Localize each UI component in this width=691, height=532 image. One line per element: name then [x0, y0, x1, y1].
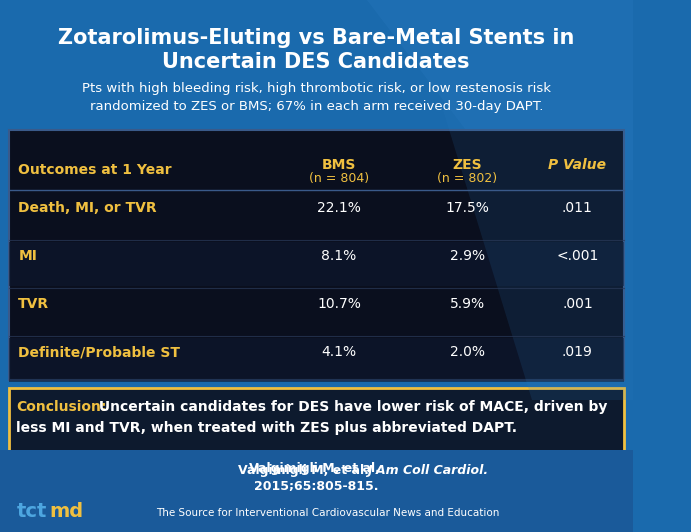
- Text: Zotarolimus-Eluting vs Bare-Metal Stents in: Zotarolimus-Eluting vs Bare-Metal Stents…: [58, 28, 574, 48]
- Text: (n = 802): (n = 802): [437, 172, 498, 185]
- Text: Uncertain DES Candidates: Uncertain DES Candidates: [162, 52, 470, 72]
- Text: BMS: BMS: [322, 158, 357, 172]
- Text: md: md: [50, 502, 84, 521]
- Text: <.001: <.001: [556, 249, 598, 263]
- Text: P Value: P Value: [549, 158, 607, 172]
- Text: 8.1%: 8.1%: [321, 249, 357, 263]
- Text: TVR: TVR: [19, 297, 50, 311]
- Text: less MI and TVR, when treated with ZES plus abbreviated DAPT.: less MI and TVR, when treated with ZES p…: [17, 421, 518, 435]
- Text: Valgimigli M, et al.: Valgimigli M, et al.: [249, 462, 384, 475]
- Text: 2015;65:805-815.: 2015;65:805-815.: [254, 480, 379, 493]
- Text: Pts with high bleeding risk, high thrombotic risk, or low restenosis risk
random: Pts with high bleeding risk, high thromb…: [82, 82, 551, 113]
- Text: The Source for Interventional Cardiovascular News and Education: The Source for Interventional Cardiovasc…: [155, 508, 499, 518]
- Text: 5.9%: 5.9%: [450, 297, 485, 311]
- Text: tct: tct: [17, 502, 47, 521]
- Text: 4.1%: 4.1%: [321, 345, 357, 359]
- Text: Definite/Probable ST: Definite/Probable ST: [19, 345, 180, 359]
- Text: MI: MI: [19, 249, 37, 263]
- Text: (n = 804): (n = 804): [309, 172, 369, 185]
- FancyBboxPatch shape: [0, 0, 634, 532]
- Text: Outcomes at 1 Year: Outcomes at 1 Year: [19, 163, 172, 177]
- Text: J Am Coll Cardiol.: J Am Coll Cardiol.: [367, 464, 488, 477]
- Text: 10.7%: 10.7%: [317, 297, 361, 311]
- Text: Uncertain candidates for DES have lower risk of MACE, driven by: Uncertain candidates for DES have lower …: [95, 400, 608, 414]
- Polygon shape: [440, 100, 634, 400]
- Text: ZES: ZES: [453, 158, 482, 172]
- FancyBboxPatch shape: [9, 242, 624, 286]
- Text: Conclusion:: Conclusion:: [17, 400, 107, 414]
- FancyBboxPatch shape: [0, 450, 634, 532]
- FancyBboxPatch shape: [9, 130, 624, 380]
- Text: .011: .011: [562, 201, 593, 215]
- Text: Valgimigli M, et al.: Valgimigli M, et al.: [238, 464, 374, 477]
- Polygon shape: [367, 0, 634, 180]
- Text: 2.9%: 2.9%: [450, 249, 485, 263]
- Text: Death, MI, or TVR: Death, MI, or TVR: [19, 201, 157, 215]
- FancyBboxPatch shape: [9, 388, 624, 453]
- Text: .001: .001: [562, 297, 593, 311]
- FancyBboxPatch shape: [9, 338, 624, 382]
- Text: 17.5%: 17.5%: [446, 201, 489, 215]
- Text: 22.1%: 22.1%: [317, 201, 361, 215]
- Text: .019: .019: [562, 345, 593, 359]
- Text: 2.0%: 2.0%: [450, 345, 485, 359]
